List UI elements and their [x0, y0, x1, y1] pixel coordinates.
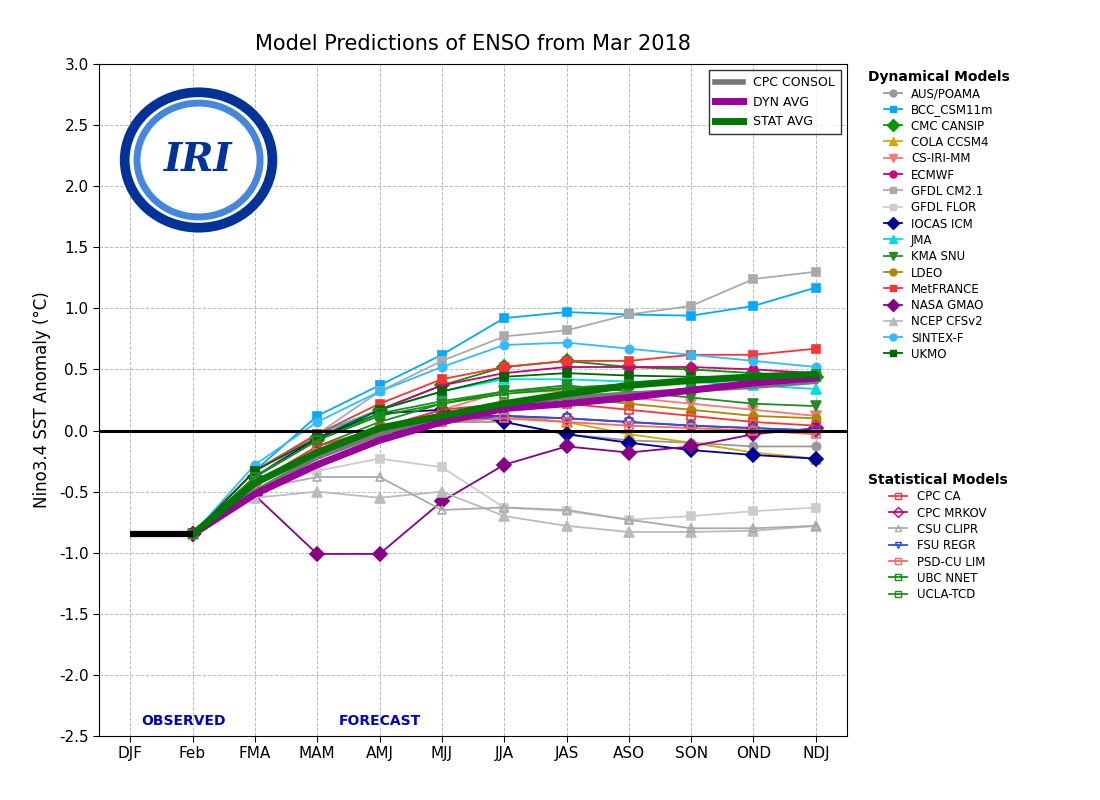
Text: OBSERVED: OBSERVED	[141, 714, 226, 728]
Text: FORECAST: FORECAST	[339, 714, 420, 728]
Text: IRI: IRI	[164, 141, 233, 179]
Ellipse shape	[122, 86, 275, 234]
Legend: CPC CA, CPC MRKOV, CSU CLIPR, FSU REGR, PSD-CU LIM, UBC NNET, UCLA-TCD: CPC CA, CPC MRKOV, CSU CLIPR, FSU REGR, …	[868, 473, 1008, 602]
Y-axis label: Nino3.4 SST Anomaly (°C): Nino3.4 SST Anomaly (°C)	[33, 292, 51, 508]
Title: Model Predictions of ENSO from Mar 2018: Model Predictions of ENSO from Mar 2018	[255, 34, 691, 54]
Ellipse shape	[146, 112, 251, 208]
